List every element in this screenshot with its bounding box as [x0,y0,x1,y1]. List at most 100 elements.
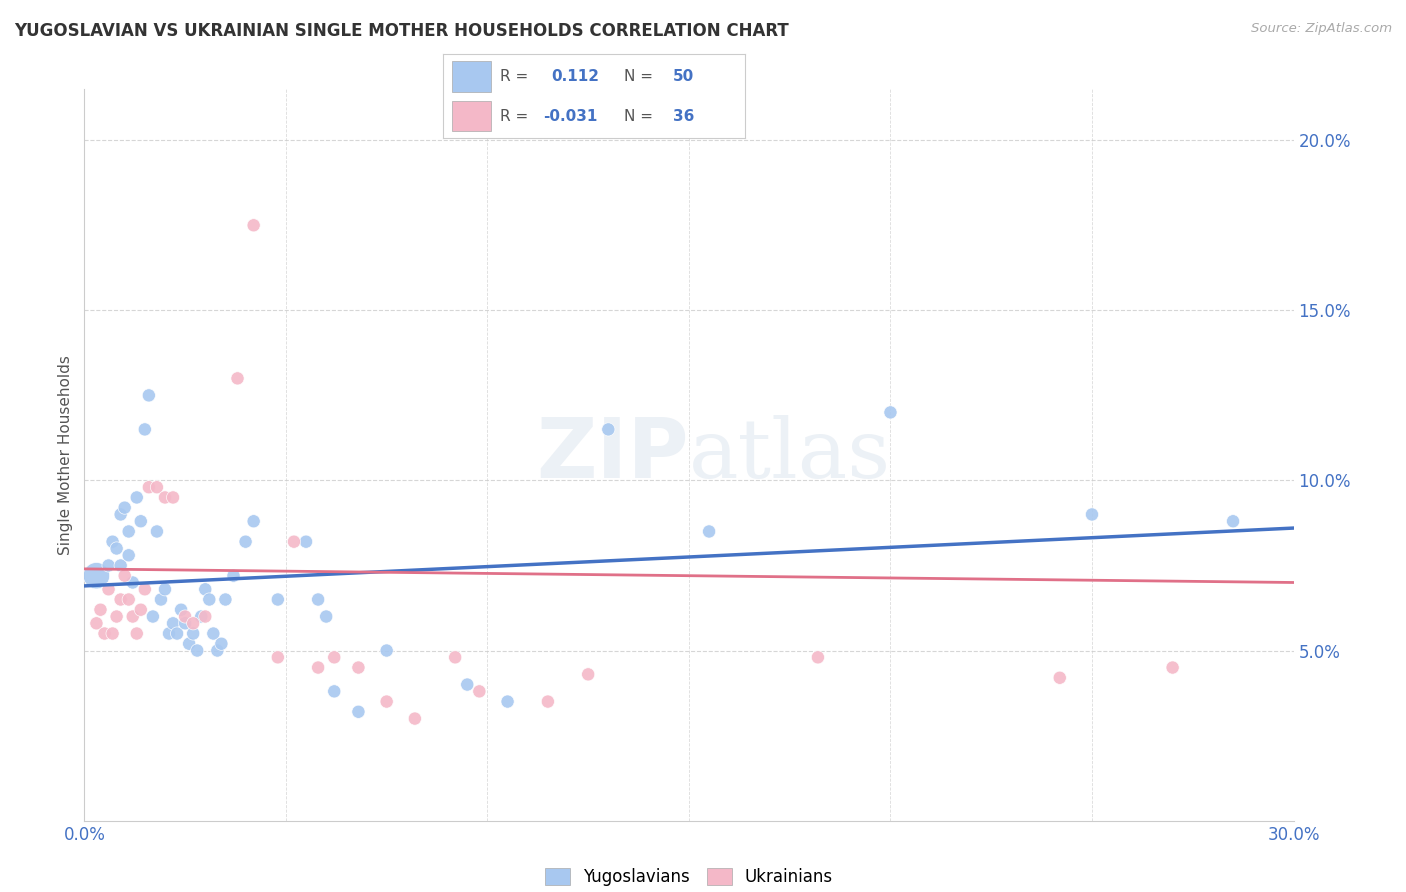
Point [456,677,478,691]
Point [162,616,184,631]
Point [134,422,156,436]
FancyBboxPatch shape [451,101,491,131]
Point [162,491,184,505]
Point [323,650,346,665]
Point [118,524,141,539]
Point [222,568,245,582]
Point [235,534,257,549]
Point [375,695,398,709]
Point [307,592,329,607]
Point [149,592,172,607]
Point [89,603,111,617]
Point [1081,508,1104,522]
Point [496,695,519,709]
Text: Source: ZipAtlas.com: Source: ZipAtlas.com [1251,22,1392,36]
Text: N =: N = [624,69,654,84]
Point [179,637,201,651]
Point [347,660,370,674]
Point [242,219,264,233]
Point [807,650,830,665]
Point [93,626,115,640]
Point [153,491,176,505]
Point [146,524,169,539]
Point [97,558,120,573]
Point [110,558,132,573]
Point [138,388,160,402]
Text: YUGOSLAVIAN VS UKRAINIAN SINGLE MOTHER HOUSEHOLDS CORRELATION CHART: YUGOSLAVIAN VS UKRAINIAN SINGLE MOTHER H… [14,22,789,40]
Point [404,712,426,726]
Point [142,609,165,624]
Point [166,626,188,640]
Point [174,609,197,624]
Text: R =: R = [501,69,529,84]
Text: 36: 36 [672,109,695,124]
Point [121,575,143,590]
Text: atlas: atlas [689,415,891,495]
Point [181,626,204,640]
Point [105,541,128,556]
Point [129,603,152,617]
Point [181,616,204,631]
Point [879,405,901,419]
Point [347,705,370,719]
Text: R =: R = [501,109,529,124]
Text: ZIP: ZIP [537,415,689,495]
Point [105,609,128,624]
Point [110,592,132,607]
Point [1049,671,1071,685]
Point [86,568,108,582]
Point [86,616,108,631]
Point [114,568,136,582]
Y-axis label: Single Mother Households: Single Mother Households [58,355,73,555]
Point [194,609,217,624]
Text: 0.112: 0.112 [551,69,600,84]
Point [118,592,141,607]
Point [444,650,467,665]
Point [295,534,318,549]
Point [242,514,264,528]
Text: -0.031: -0.031 [543,109,598,124]
Point [110,508,132,522]
Point [174,616,197,631]
Point [267,592,290,607]
Point [101,534,124,549]
Point [1161,660,1184,674]
Point [101,626,124,640]
Point [190,609,212,624]
Point [138,480,160,494]
Point [214,592,236,607]
Text: N =: N = [624,109,654,124]
Point [186,643,208,657]
Point [125,626,148,640]
Point [134,582,156,597]
Point [375,643,398,657]
Point [129,514,152,528]
Point [202,626,225,640]
Point [307,660,329,674]
Point [315,609,337,624]
Point [118,549,141,563]
Point [576,667,599,681]
Point [267,650,290,665]
Point [153,582,176,597]
Point [226,371,249,385]
Point [97,582,120,597]
Point [157,626,180,640]
Point [283,534,305,549]
Legend: Yugoslavians, Ukrainians: Yugoslavians, Ukrainians [538,862,839,892]
Point [114,500,136,515]
Text: 50: 50 [672,69,695,84]
Point [468,684,491,698]
Point [194,582,217,597]
Point [1222,514,1244,528]
Point [146,480,169,494]
Point [323,684,346,698]
Point [209,637,232,651]
FancyBboxPatch shape [451,62,491,92]
Point [125,491,148,505]
Point [198,592,221,607]
Point [537,695,560,709]
Point [207,643,229,657]
Point [170,603,193,617]
Point [121,609,143,624]
